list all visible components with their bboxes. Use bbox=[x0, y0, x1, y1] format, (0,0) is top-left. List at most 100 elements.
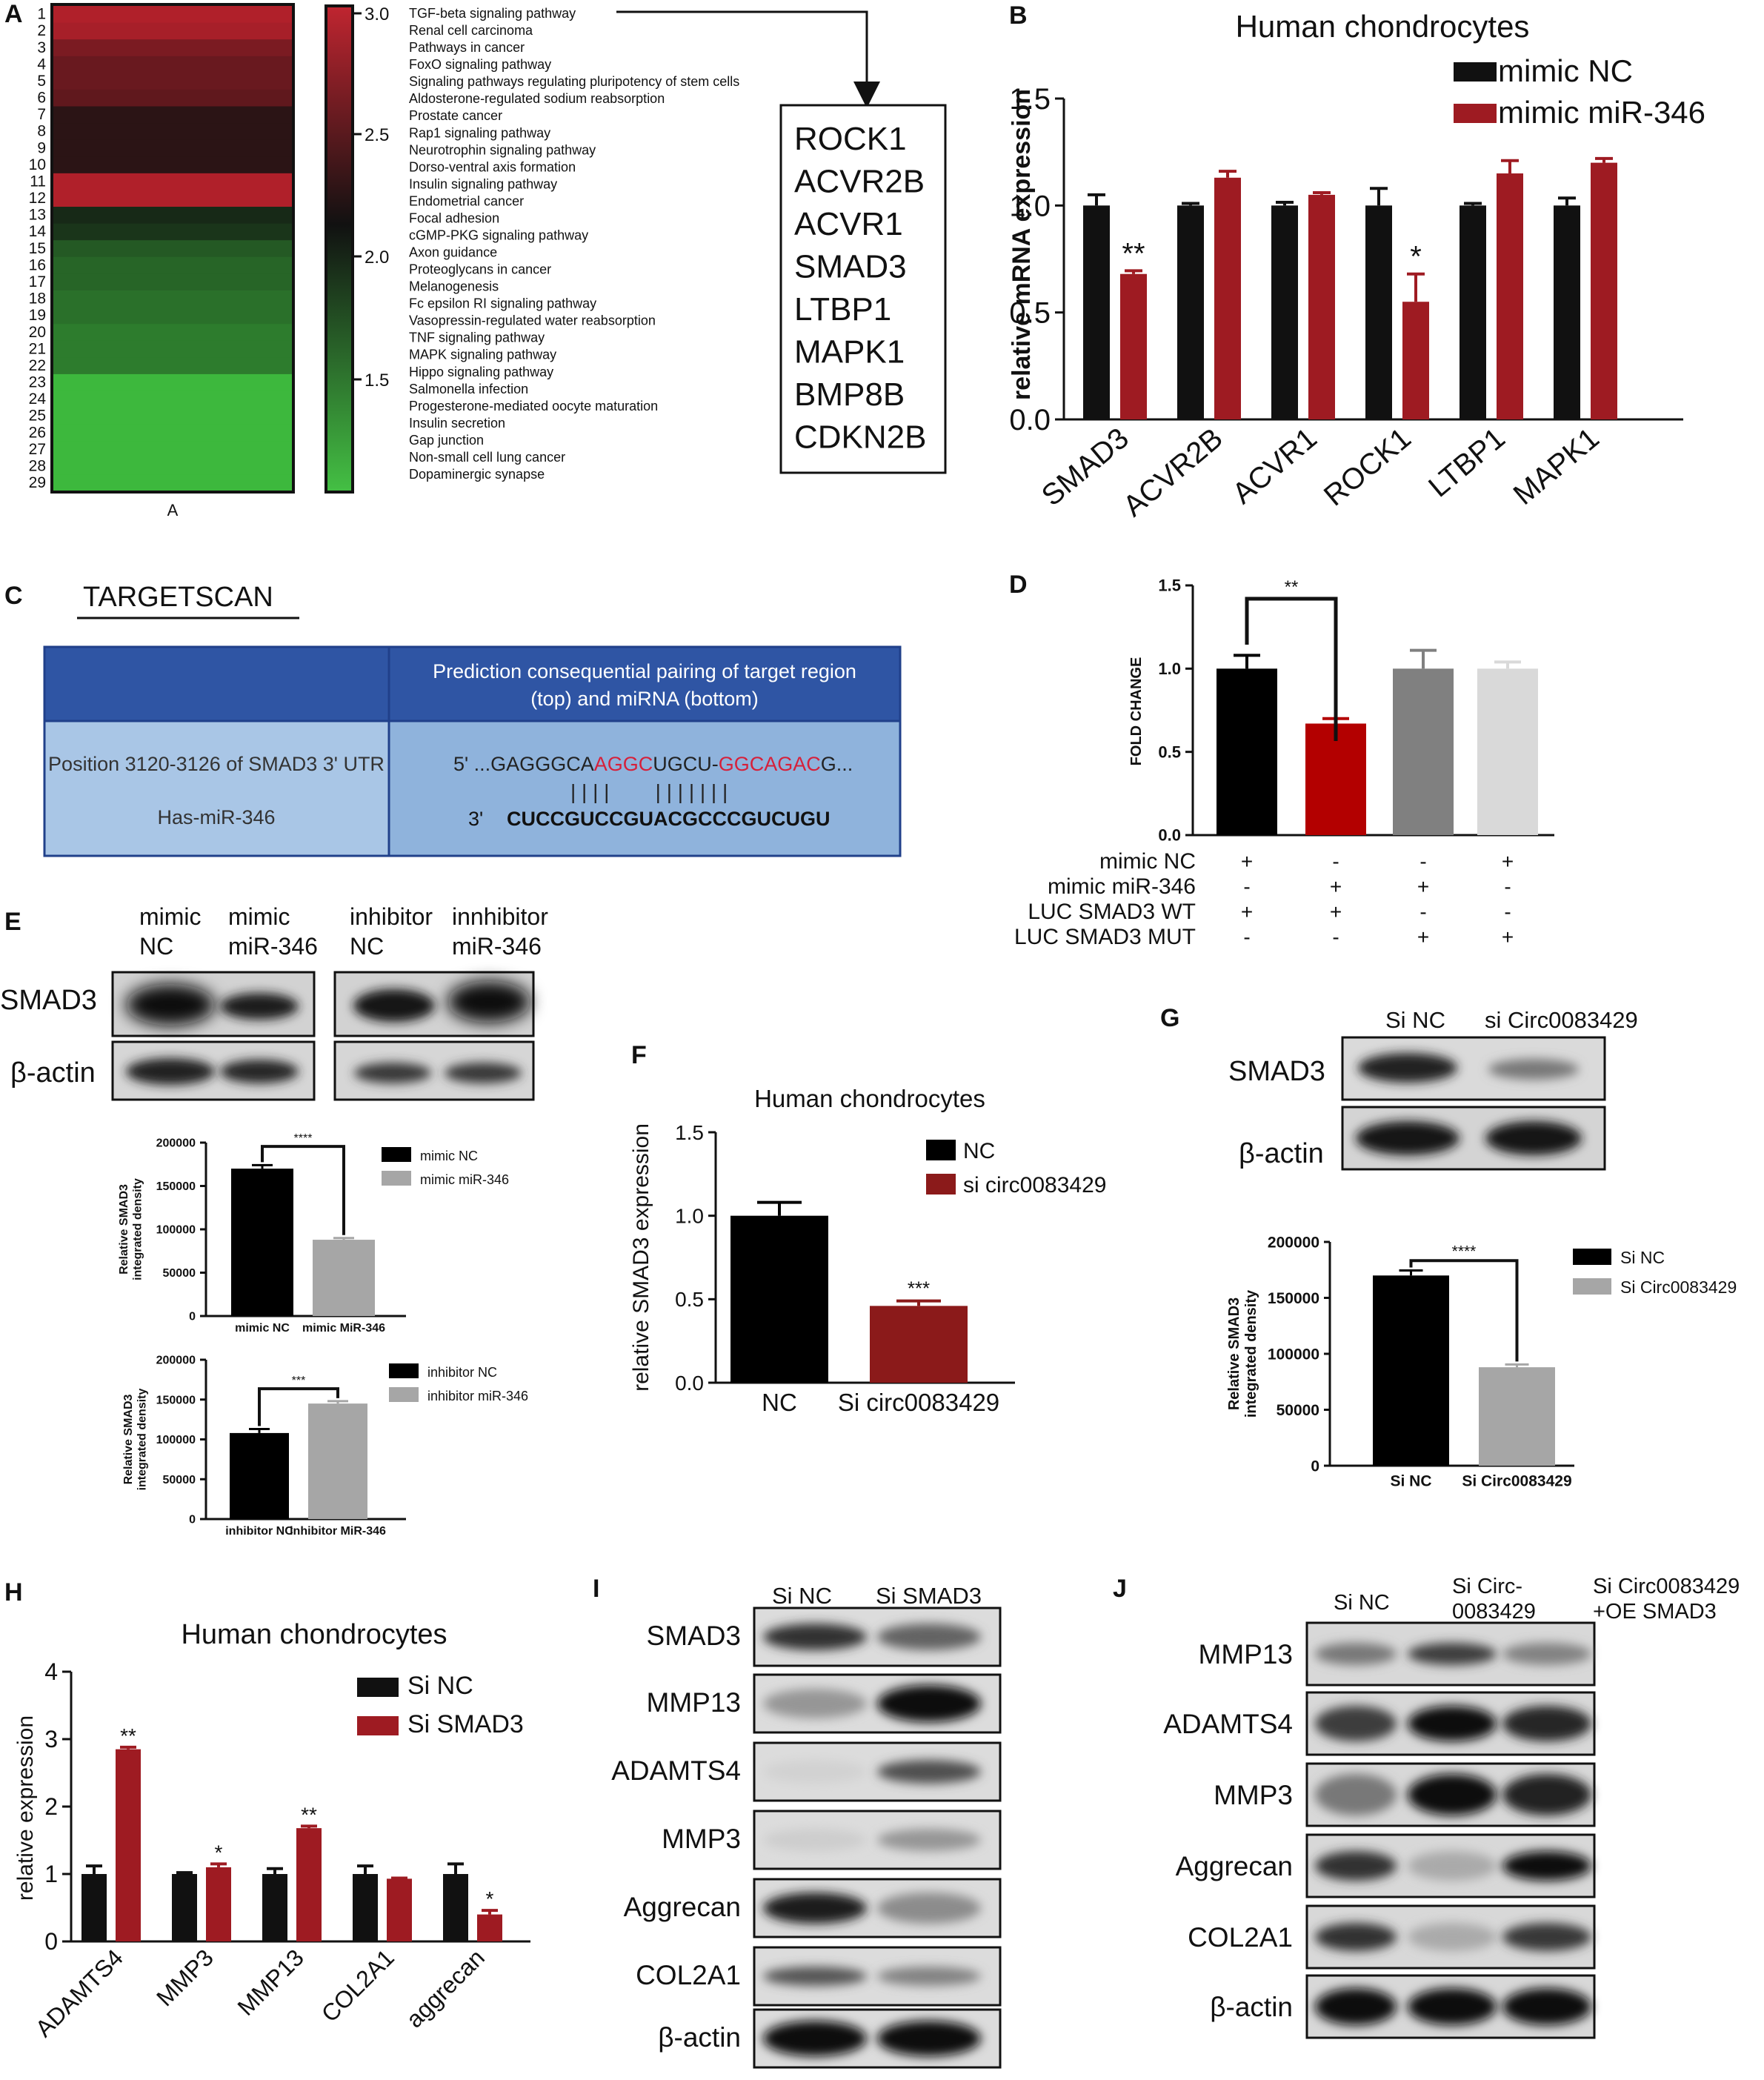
y-axis-label: Relative SMAD3 bbox=[122, 1394, 135, 1484]
legend-label: NC bbox=[963, 1139, 995, 1163]
scale-tick-label: 2.0 bbox=[365, 247, 389, 268]
blot-band bbox=[763, 1760, 867, 1784]
significance-mark: **** bbox=[1452, 1243, 1477, 1260]
scale-tick-label: 3.0 bbox=[365, 4, 389, 24]
x-tick-label: MAPK1 bbox=[1508, 422, 1605, 511]
legend-swatch bbox=[389, 1363, 419, 1378]
heatmap-cell bbox=[53, 307, 292, 325]
blot-band bbox=[1502, 1923, 1591, 1951]
heatmap-cell bbox=[53, 56, 292, 73]
western-blot-j: Si NC Si Circ-0083429 Si Circ0083429+OE SM… bbox=[1163, 1575, 1740, 2039]
condition-mark: - bbox=[1504, 900, 1511, 923]
row-number: 14 bbox=[29, 223, 47, 240]
y-tick-label: 0.5 bbox=[675, 1288, 704, 1311]
row-number: 2 bbox=[37, 22, 46, 39]
y-tick-label: 1.0 bbox=[1009, 190, 1051, 222]
pathway-name: Prostate cancer bbox=[409, 108, 502, 123]
row-number: 12 bbox=[29, 190, 46, 207]
blot-row-label: β-actin bbox=[1239, 1138, 1324, 1169]
significance-mark: * bbox=[486, 1887, 494, 1910]
bar bbox=[1271, 205, 1298, 419]
blot-band bbox=[1502, 1851, 1591, 1881]
heatmap-cell bbox=[53, 6, 292, 24]
legend-swatch bbox=[926, 1174, 956, 1194]
blot-band bbox=[220, 1060, 299, 1083]
condition-mark: - bbox=[1243, 875, 1250, 898]
pathway-name: Pathways in cancer bbox=[409, 40, 525, 55]
row-number: 25 bbox=[29, 408, 46, 425]
significance-mark: ** bbox=[120, 1724, 136, 1747]
color-scale-bar bbox=[324, 4, 354, 494]
y-tick-label: 0.0 bbox=[675, 1372, 704, 1395]
blot-band bbox=[353, 989, 435, 1022]
row-number: 3 bbox=[37, 39, 46, 56]
bar bbox=[1083, 205, 1110, 419]
panel-a: A 12345678910111213141516171819202122232… bbox=[4, 0, 947, 519]
heatmap-cell bbox=[53, 474, 292, 492]
blot-band bbox=[1408, 1851, 1497, 1881]
legend-swatch bbox=[357, 1716, 399, 1735]
y-tick-label: 1.5 bbox=[675, 1121, 704, 1144]
blot-band bbox=[1315, 1643, 1397, 1665]
bar bbox=[1393, 668, 1454, 835]
legend-label: Si NC bbox=[1620, 1248, 1665, 1267]
pathway-heatmap bbox=[53, 6, 292, 492]
blot-row-label: β-actin bbox=[658, 2022, 741, 2053]
blot-row-label: MMP3 bbox=[662, 1824, 741, 1854]
chart-title: Human chondrocytes bbox=[754, 1085, 985, 1112]
blot-band bbox=[1502, 1706, 1591, 1741]
heatmap-cell bbox=[53, 173, 292, 191]
significance-mark: ** bbox=[1285, 577, 1299, 597]
bar bbox=[870, 1306, 968, 1383]
bar bbox=[1308, 194, 1335, 419]
row-number: 29 bbox=[29, 474, 46, 491]
condition-mark: - bbox=[1419, 900, 1426, 923]
row-number: 26 bbox=[29, 424, 46, 441]
condition-mark: + bbox=[1502, 850, 1514, 873]
panel-c: C TARGETSCAN Prediction consequential pa… bbox=[4, 582, 902, 857]
panel-i: I Si NC Si SMAD3 SMAD3 MMP13 ADAMTS4 MMP3 Aggr… bbox=[593, 1575, 1002, 2069]
bar bbox=[1477, 668, 1538, 835]
bar bbox=[1177, 205, 1204, 419]
western-blot-g: Si NC si Circ0083429 SMAD3 β-actin bbox=[1228, 1007, 1638, 1171]
y-tick-label: 50000 bbox=[163, 1474, 196, 1486]
y-tick-label: 200000 bbox=[1268, 1234, 1319, 1251]
y-tick-label: 2 bbox=[44, 1793, 58, 1820]
y-tick-label: 0.5 bbox=[1009, 297, 1051, 330]
blot-band bbox=[126, 1058, 215, 1085]
pathway-name: Salmonella infection bbox=[409, 382, 528, 396]
blot-row-label: Aggrecan bbox=[1176, 1851, 1293, 1881]
pathway-name-list: TGF-beta signaling pathway Renal cell car… bbox=[409, 6, 739, 482]
blot-row-label: SMAD3 bbox=[0, 985, 97, 1016]
blot-band bbox=[763, 1829, 867, 1851]
significance-mark: * bbox=[1410, 241, 1422, 273]
panel-label-c: C bbox=[4, 582, 23, 610]
blot-band bbox=[763, 1624, 867, 1650]
gene-list-box bbox=[779, 104, 947, 474]
pathway-name: Endometrial cancer bbox=[409, 193, 524, 208]
blot-band bbox=[877, 2021, 981, 2056]
heatmap-cell bbox=[53, 139, 292, 157]
condition-mark: + bbox=[1417, 926, 1429, 948]
significance-bracket bbox=[258, 1387, 339, 1426]
legend-swatch bbox=[389, 1387, 419, 1402]
y-tick-label: 4 bbox=[44, 1658, 58, 1685]
panel-b: B Human chondrocytes 0.0 0.5 1.0 1.5relativ… bbox=[1008, 1, 1705, 523]
targetscan-title: TARGETSCAN bbox=[83, 582, 273, 613]
blot-band bbox=[1502, 1774, 1591, 1815]
condition-mark: + bbox=[1417, 875, 1429, 898]
bar bbox=[313, 1240, 375, 1316]
heatmap-cell bbox=[53, 324, 292, 342]
pathway-name: Focal adhesion bbox=[409, 210, 499, 225]
y-axis-label: integrated density bbox=[1243, 1289, 1259, 1418]
significance-bracket bbox=[1409, 1259, 1519, 1362]
panel-label-i: I bbox=[593, 1575, 599, 1603]
blot-band bbox=[877, 1967, 981, 1986]
blot-column-label: si Circ0083429 bbox=[1485, 1007, 1638, 1033]
pathway-name: Fc epsilon RI signaling pathway bbox=[409, 296, 596, 311]
x-tick-label: ADAMTS4 bbox=[30, 1944, 128, 2041]
blot-row-label: SMAD3 bbox=[1228, 1056, 1325, 1087]
heatmap-cell bbox=[53, 340, 292, 358]
blot-band bbox=[1315, 1706, 1397, 1741]
